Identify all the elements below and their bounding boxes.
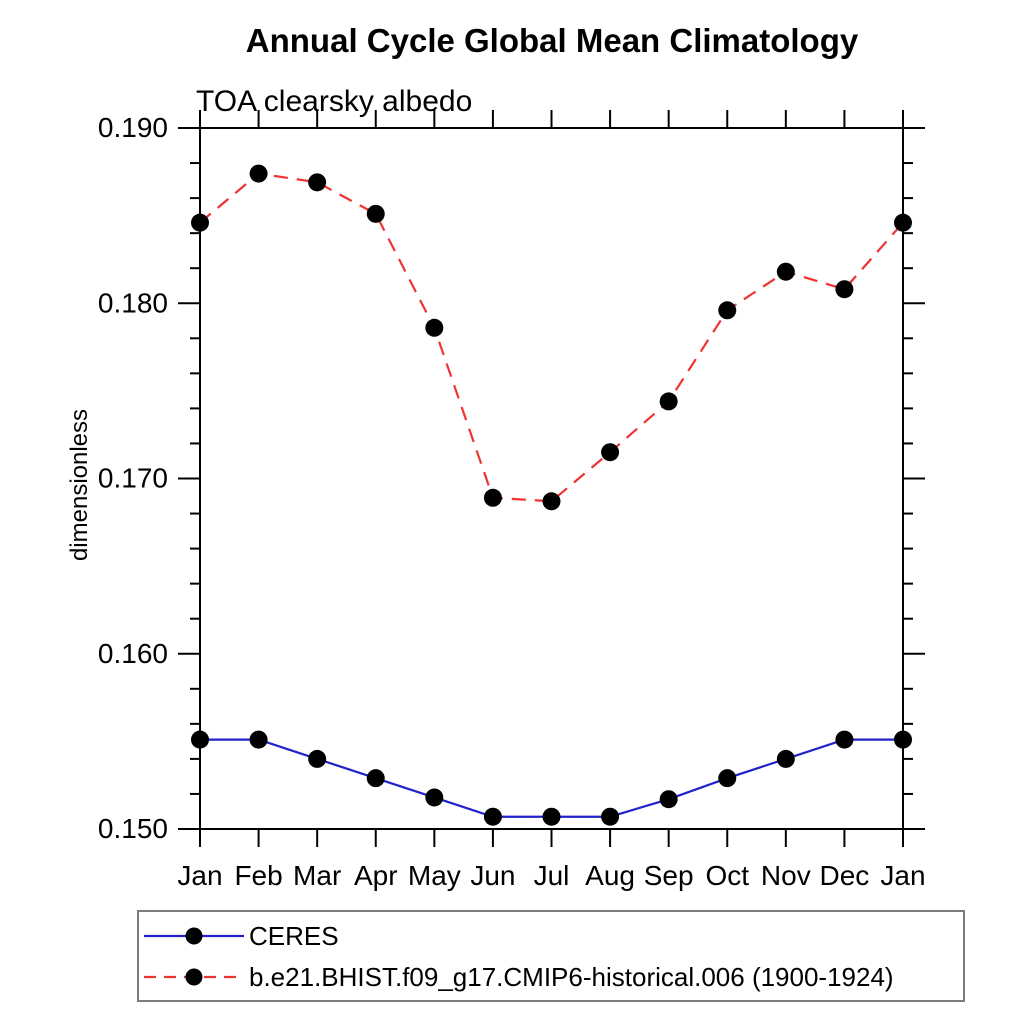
x-tick-label: Mar: [293, 860, 341, 891]
data-point-marker: [718, 769, 737, 788]
data-point-marker: [894, 213, 912, 232]
legend-item-model: b.e21.BHIST.f09_g17.CMIP6-historical.006…: [142, 961, 963, 992]
x-tick-label: Oct: [705, 860, 749, 891]
data-point-marker: [308, 173, 327, 192]
data-point-marker: [191, 213, 209, 232]
data-point-marker: [659, 392, 678, 411]
x-tick-label: Jan: [880, 860, 925, 891]
data-point-marker: [776, 262, 795, 281]
y-tick-label: 0.150: [98, 813, 168, 844]
y-tick-label: 0.170: [98, 463, 168, 494]
data-point-marker: [308, 749, 327, 768]
series-line-1: [199, 172, 904, 503]
chart-title: Annual Cycle Global Mean Climatology: [245, 22, 859, 59]
data-point-marker: [366, 204, 385, 223]
x-tick-label: Jul: [534, 860, 570, 891]
legend-marker-dot-icon: [185, 927, 203, 944]
legend-line-sample-solid: [144, 927, 244, 944]
x-tick-label: Aug: [585, 860, 635, 891]
legend-label-model: b.e21.BHIST.f09_g17.CMIP6-historical.006…: [249, 961, 894, 992]
y-tick-labels: 0.150 0.160 0.170 0.180 0.190: [98, 112, 168, 844]
data-point-marker: [425, 318, 444, 337]
data-point-marker: [191, 730, 209, 749]
x-tick-label: Feb: [234, 860, 282, 891]
legend-item-ceres: CERES: [142, 920, 963, 951]
series-line-0: [200, 738, 903, 818]
legend-label-ceres: CERES: [249, 920, 339, 951]
data-point-marker: [249, 730, 268, 749]
x-tick-label: May: [408, 860, 461, 891]
x-tick-label: Apr: [354, 860, 398, 891]
data-point-marker: [601, 807, 620, 826]
data-point-marker: [542, 807, 561, 826]
x-tick-label: Sep: [644, 860, 694, 891]
series-markers-1: [191, 164, 912, 511]
y-tick-label: 0.180: [98, 287, 168, 318]
data-point-marker: [366, 769, 385, 788]
chart-subtitle: TOA clearsky albedo: [196, 85, 473, 118]
y-tick-label: 0.160: [98, 638, 168, 669]
x-tick-label: Nov: [761, 860, 811, 891]
y-ticks: [178, 127, 925, 830]
data-point-marker: [835, 280, 854, 299]
x-ticks: [199, 110, 904, 847]
y-tick-label: 0.190: [98, 112, 168, 143]
data-point-marker: [249, 164, 268, 183]
series-markers-0: [191, 730, 912, 826]
data-point-marker: [659, 790, 678, 809]
data-point-marker: [483, 807, 502, 826]
legend-box: CERES b.e21.BHIST.f09_g17.CMIP6-historic…: [137, 910, 965, 1002]
data-point-marker: [542, 492, 561, 511]
data-point-marker: [718, 301, 737, 320]
data-point-marker: [776, 749, 795, 768]
x-tick-label: Dec: [820, 860, 870, 891]
x-tick-labels: Jan Feb Mar Apr May Jun Jul Aug Sep Oct Nov Dec Jan: [177, 860, 925, 891]
data-point-marker: [601, 443, 620, 462]
legend-line-sample-dashed: [144, 968, 244, 985]
legend-marker-dot-icon: [185, 968, 203, 985]
data-point-marker: [483, 488, 502, 507]
data-point-marker: [835, 730, 854, 749]
data-point-marker: [894, 730, 912, 749]
x-tick-label: Jun: [470, 860, 515, 891]
data-point-marker: [425, 788, 444, 807]
x-tick-label: Jan: [177, 860, 222, 891]
plot-frame: [199, 127, 904, 830]
